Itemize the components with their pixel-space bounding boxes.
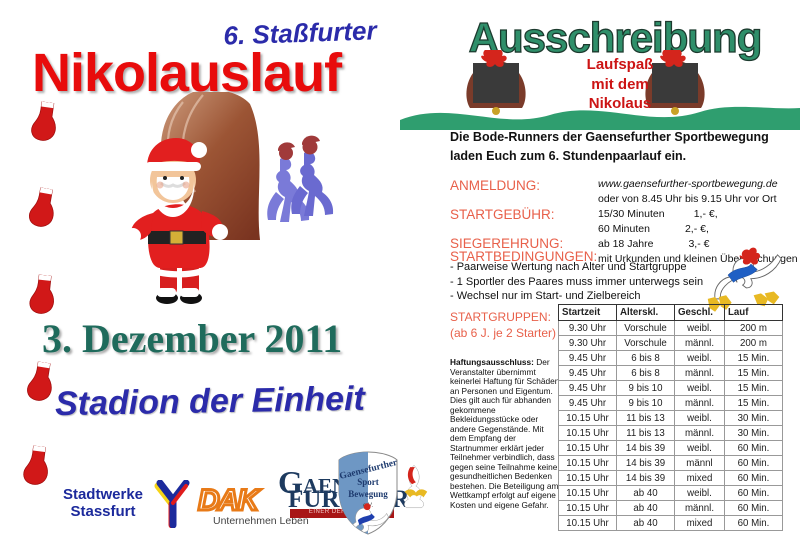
svg-text:Bewegung: Bewegung [348, 489, 388, 499]
svg-text:Sport: Sport [357, 477, 379, 487]
